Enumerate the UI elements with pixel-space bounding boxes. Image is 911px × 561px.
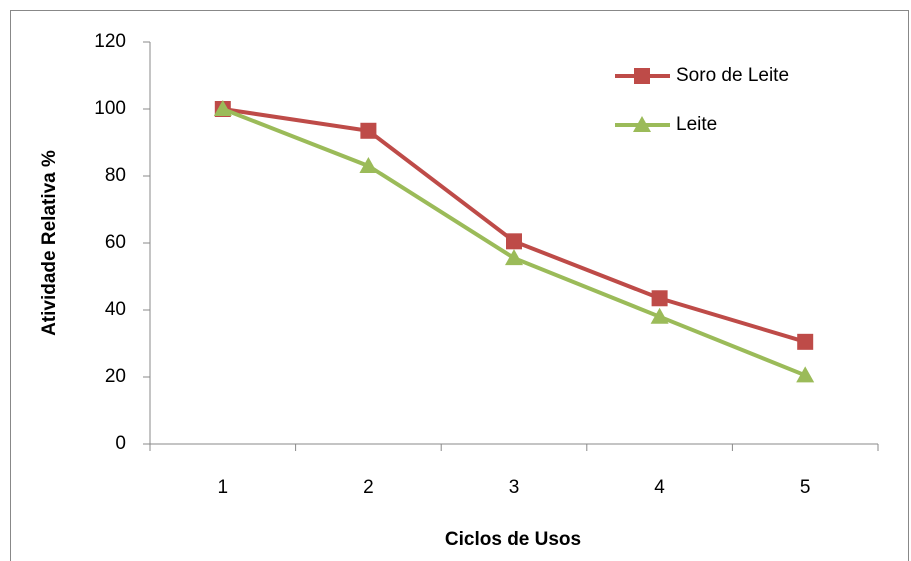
marker [506,233,522,250]
marker [505,249,523,266]
marker [797,333,814,350]
marker [633,116,651,132]
marker [651,290,668,307]
x-tick-label: 2 [363,477,374,498]
y-axis-title: Atividade Relativa % [39,150,60,336]
x-tick-label: 3 [509,477,520,498]
chart-border [10,10,909,561]
marker [213,100,232,116]
x-axis-title: Ciclos de Usos [445,529,581,550]
y-tick-label: 0 [115,433,126,454]
x-tick-label: 4 [654,477,665,498]
y-tick-label: 120 [94,31,126,52]
x-tick-label: 1 [218,477,229,498]
y-tick-label: 40 [105,299,126,320]
y-tick-label: 20 [105,366,126,387]
y-tick-label: 80 [105,165,126,186]
marker [650,307,669,324]
marker [360,122,377,139]
legend-label: Soro de Leite [676,65,789,86]
marker [634,68,650,84]
legend-label: Leite [676,114,717,135]
y-tick-label: 100 [94,98,126,119]
marker [359,156,378,173]
marker [796,366,815,383]
y-tick-label: 60 [105,232,126,253]
x-tick-label: 5 [800,477,811,498]
